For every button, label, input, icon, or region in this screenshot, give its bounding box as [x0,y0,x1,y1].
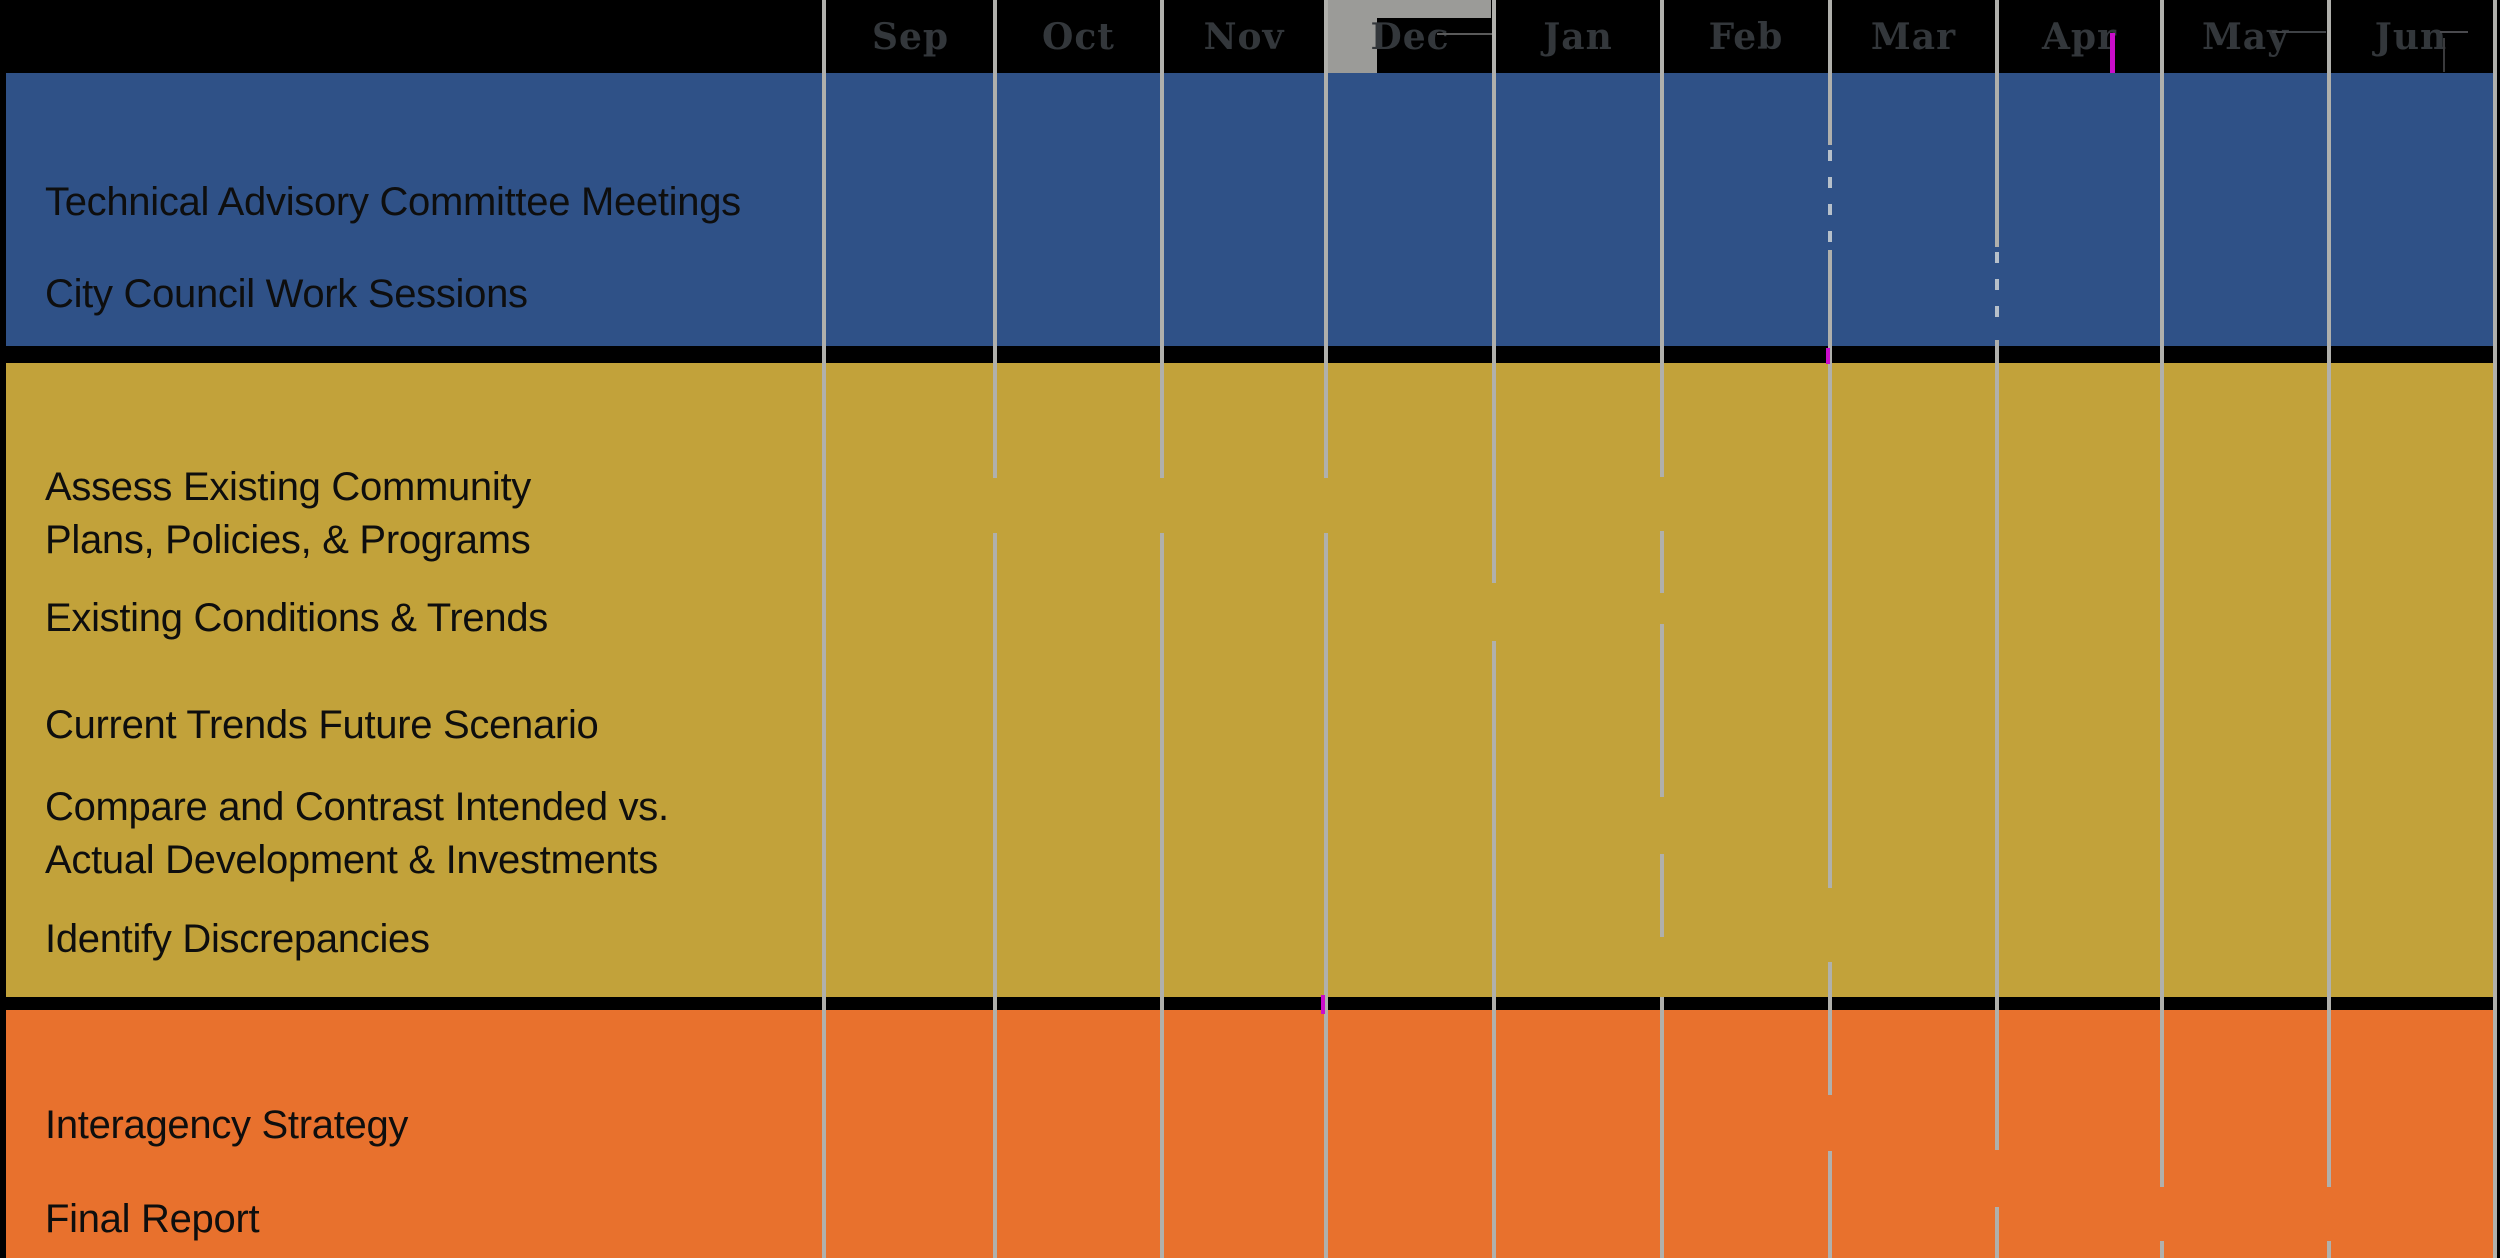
section-band-engagement [6,73,2497,346]
dec-highlight-left [1328,0,1377,73]
task-line: Plans, Policies, & Programs [45,518,531,562]
gridline [822,0,826,1258]
bar-break [1659,477,1665,531]
task-line: Final Report [45,1197,260,1241]
month-jun: Jun [2374,15,2448,58]
gridline [2493,0,2497,1258]
gridline [1324,0,1328,1258]
bar-break [1659,593,1665,624]
task-line: Compare and Contrast Intended vs. [45,785,669,829]
magenta-marker [1826,348,1830,364]
gridline [1160,0,1164,1258]
section-band-analysis [6,363,2497,997]
bar-break [1491,583,1497,641]
task-line: Actual Development & Investments [45,838,658,882]
task-label: Identify Discrepancies [45,913,430,966]
task-line: Current Trends Future Scenario [45,703,599,747]
task-label: Current Trends Future Scenario [45,699,599,752]
artifact-line-may [2272,31,2326,33]
gridline [2160,0,2164,1258]
month-dec: Dec [1370,15,1450,58]
task-label: Existing Conditions & Trends [45,592,548,645]
month-apr: Apr [2041,15,2118,58]
dashed-bar-edge [1995,252,1999,320]
month-mar: Mar [1870,15,1957,58]
section-band-deliverables [6,1010,2497,1258]
bar-break [992,478,998,533]
artifact-line-dec [1437,33,1492,35]
magenta-marker [2110,33,2115,73]
task-label: Assess Existing Community Plans, Policie… [45,461,531,567]
bar-break [1323,478,1329,533]
bar-break [1827,888,1833,962]
bar-break [1994,1150,2000,1207]
bar-break [1827,1095,1833,1151]
month-jan: Jan [1543,15,1613,58]
task-label: Interagency Strategy [45,1099,408,1152]
month-oct: Oct [1042,15,1115,58]
gridline [2327,0,2331,1258]
gridline [993,0,997,1258]
dashed-bar-edge [1828,150,1832,246]
bar-break [2326,1187,2332,1241]
artifact-line-jun [2440,31,2468,33]
task-label: Final Report [45,1193,260,1246]
gridline [1828,0,1832,1258]
task-label: Technical Advisory Committee Meetings [45,176,741,229]
task-line: Assess Existing Community [45,465,531,509]
month-may: May [2201,15,2290,58]
month-feb: Feb [1708,15,1784,58]
magenta-marker [1321,995,1325,1014]
bar-break [1659,797,1665,854]
task-line: Existing Conditions & Trends [45,596,548,640]
gridline [1660,0,1664,1258]
month-sep: Sep [871,15,950,58]
artifact-tick-jun [2443,38,2445,72]
bar-break [2159,1187,2165,1241]
task-line: City Council Work Sessions [45,272,528,316]
task-label: Compare and Contrast Intended vs. Actual… [45,781,669,887]
task-line: Interagency Strategy [45,1103,409,1147]
gridline [1995,0,1999,1258]
task-label: City Council Work Sessions [45,268,528,321]
task-line: Technical Advisory Committee Meetings [45,180,741,224]
month-nov: Nov [1203,15,1285,58]
bar-break [1159,478,1165,533]
task-line: Identify Discrepancies [45,917,430,961]
bar-break [1659,937,1665,997]
